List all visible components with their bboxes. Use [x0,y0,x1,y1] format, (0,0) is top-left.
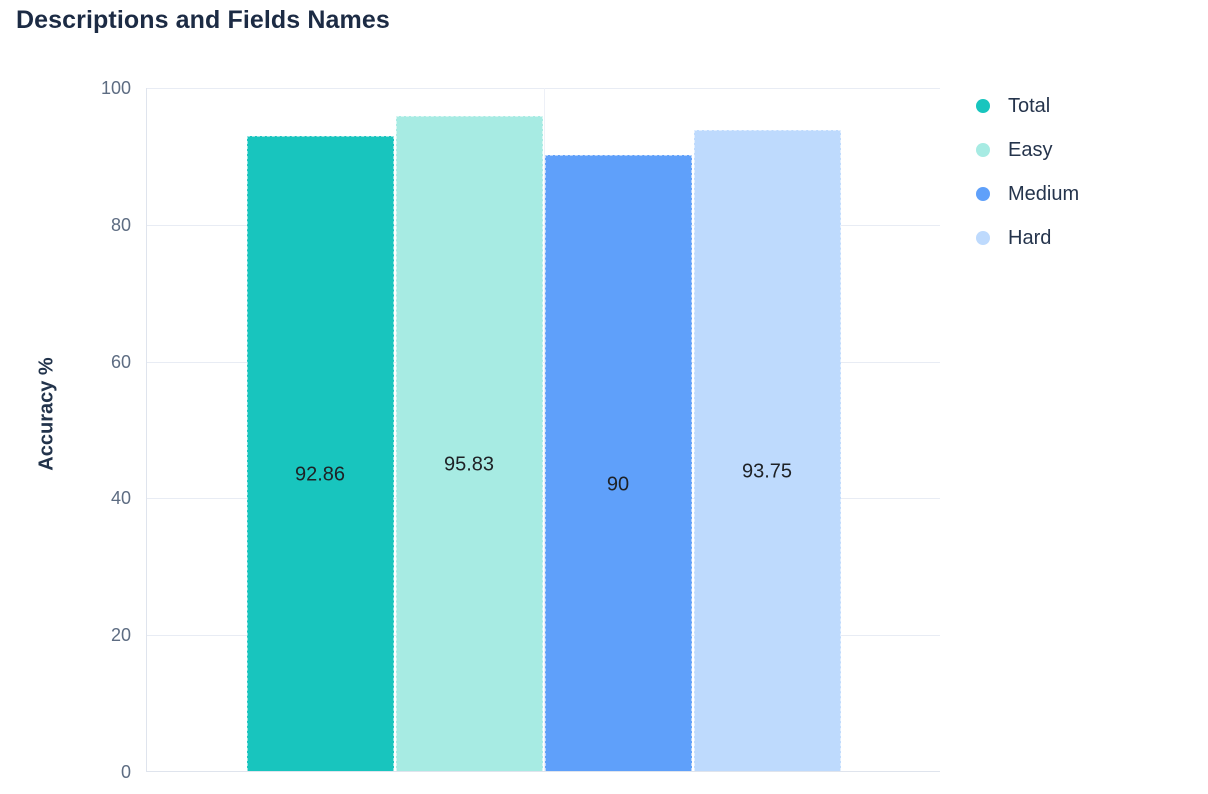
bar-value-label: 92.86 [294,463,346,486]
y-axis-ticks: 0 20 40 60 80 100 [0,78,131,782]
legend-label: Hard [1008,227,1052,249]
y-tick-label: 20 [110,625,131,646]
y-tick-label: 60 [110,351,131,372]
chart-title: Descriptions and Fields Names [16,6,390,34]
legend-dot-icon [976,231,990,245]
legend-item-total[interactable]: Total [976,91,1079,121]
bar-value-label: 90 [606,473,630,496]
legend-dot-icon [976,187,990,201]
plot-area: 92.86 95.83 90 93.75 [146,88,940,772]
legend-item-hard[interactable]: Hard [976,223,1079,253]
bar-group: 92.86 95.83 90 93.75 [147,88,940,771]
legend-item-easy[interactable]: Easy [976,135,1079,165]
y-tick-label: 0 [120,762,131,782]
legend-label: Total [1008,95,1051,117]
bar-easy: 95.83 [395,115,543,771]
bar-value-label: 95.83 [443,453,495,476]
vertical-gridline [543,88,545,771]
legend-dot-icon [976,99,990,113]
bar-hard: 93.75 [693,129,841,771]
legend: Total Easy Medium Hard [976,91,1079,267]
bar-total: 92.86 [246,135,394,771]
y-tick-label: 40 [110,488,131,509]
bar-medium: 90 [544,155,692,771]
legend-item-medium[interactable]: Medium [976,179,1079,209]
bar-value-label: 93.75 [741,460,793,483]
y-tick-label: 100 [100,78,131,98]
legend-dot-icon [976,143,990,157]
legend-label: Easy [1008,139,1053,161]
legend-label: Medium [1008,183,1080,205]
y-tick-label: 80 [110,214,131,235]
